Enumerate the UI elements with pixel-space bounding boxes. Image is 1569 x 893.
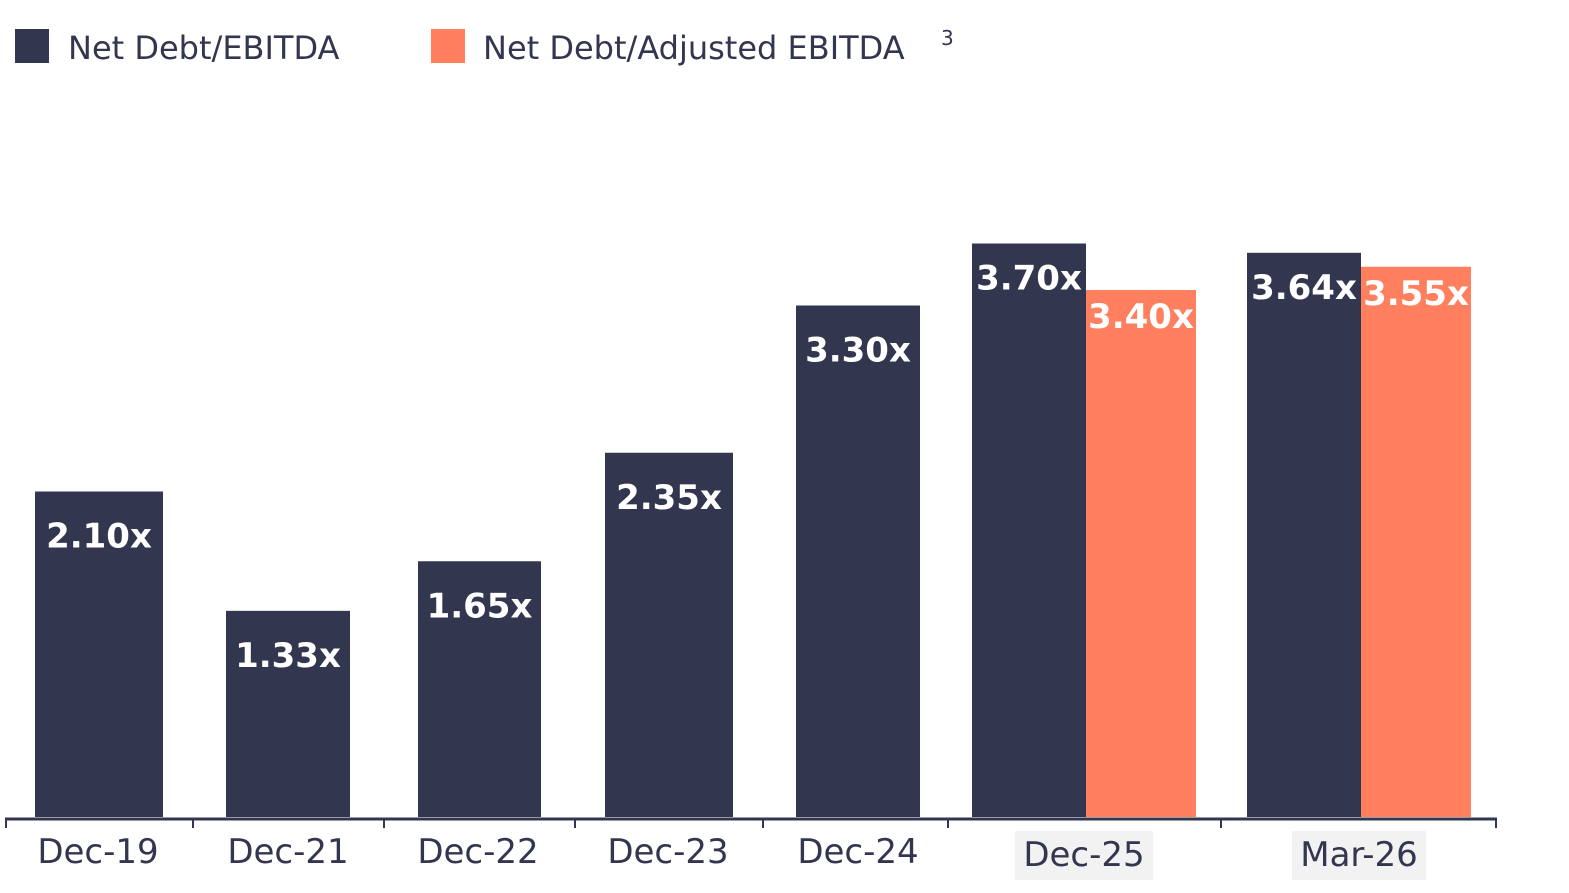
bar-label-dec-25-series-0: 3.70x (976, 259, 1082, 299)
bar-mar-26-series-1 (1361, 266, 1471, 817)
bar-label-mar-26-series-1: 3.55x (1363, 274, 1469, 314)
tick-label-highlight (1015, 831, 1153, 880)
legend-label-net-debt-adjusted-ebitda: Net Debt/Adjusted EBITDA (483, 29, 905, 67)
bar-mar-26-series-0 (1247, 252, 1361, 818)
legend-swatch-net-debt-ebitda (15, 29, 49, 63)
tick-label-highlight (1292, 831, 1426, 880)
tick-label-dec-22: Dec-22 (417, 832, 538, 872)
legend-label-net-debt-ebitda: Net Debt/EBITDA (68, 29, 340, 67)
tick-label-dec-25: Dec-25 (1023, 835, 1144, 875)
bars (35, 243, 1471, 818)
legend-swatch-net-debt-adjusted-ebitda (431, 29, 465, 63)
bar-dec-25-series-1 (1086, 290, 1196, 817)
bar-dec-24-series-0 (796, 305, 920, 817)
legend: Net Debt/EBITDA Net Debt/Adjusted EBITDA… (15, 26, 954, 67)
tick-label-dec-21: Dec-21 (227, 832, 348, 872)
bar-dec-22-series-0 (418, 561, 541, 817)
bar-label-dec-21-series-0: 1.33x (235, 636, 341, 676)
tick-label-dec-23: Dec-23 (607, 832, 728, 872)
tick-label-dec-24: Dec-24 (797, 832, 918, 872)
bar-label-mar-26-series-0: 3.64x (1251, 268, 1357, 308)
bar-label-dec-22-series-0: 1.65x (427, 586, 533, 626)
x-axis: Dec-19 Dec-21 Dec-22 Dec-23 Dec-24 Dec-25 Mar-… (5, 817, 1497, 880)
tick-label-mar-26: Mar-26 (1300, 835, 1418, 875)
bar-dec-19-series-0 (35, 491, 163, 817)
tick-label-dec-19: Dec-19 (37, 832, 158, 872)
legend-label-superscript: 3 (941, 26, 954, 50)
bar-dec-21-series-0 (226, 610, 350, 817)
bar-dec-25-series-0 (972, 243, 1086, 817)
bar-label-dec-19-series-0: 2.10x (46, 517, 152, 557)
bar-dec-23-series-0 (605, 452, 733, 817)
bar-label-dec-25-series-1: 3.40x (1088, 297, 1194, 337)
bar-label-dec-23-series-0: 2.35x (616, 478, 722, 518)
bar-label-dec-24-series-0: 3.30x (805, 331, 911, 371)
